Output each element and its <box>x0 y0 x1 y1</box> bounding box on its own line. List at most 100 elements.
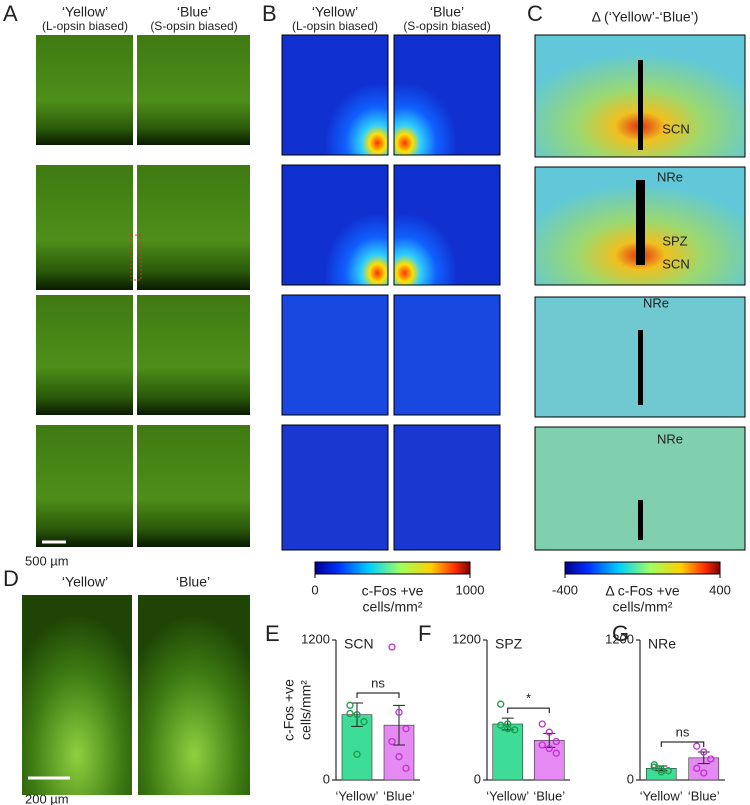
colorbar-label: cells/mm² <box>613 599 673 615</box>
region-label: NRe <box>657 169 683 184</box>
data-point <box>552 737 560 746</box>
ventricle <box>638 60 643 150</box>
panel-letter: B <box>262 1 277 26</box>
x-tick-label: ‘Blue’ <box>688 788 720 803</box>
data-point <box>497 721 505 729</box>
data-point <box>511 726 519 734</box>
y-axis-label: cells/mm² <box>298 680 314 740</box>
data-point <box>538 741 546 749</box>
micrograph <box>36 165 133 290</box>
x-tick-label: ‘Yellow’ <box>486 788 529 803</box>
y-tick-label: 0 <box>323 771 330 786</box>
region-label: SPZ <box>662 233 687 248</box>
panel-letter: D <box>3 566 19 591</box>
data-point <box>657 768 665 776</box>
x-tick-label: ‘Blue’ <box>533 788 565 803</box>
data-point <box>497 700 505 708</box>
data-point <box>538 720 546 728</box>
data-point <box>360 718 368 726</box>
y-tick-label: 1200 <box>301 631 330 646</box>
data-point <box>657 765 665 774</box>
data-point <box>552 749 560 757</box>
data-point <box>707 755 715 763</box>
column-title: ‘Blue’ <box>176 574 210 590</box>
y-tick-label: 0 <box>474 771 481 786</box>
micrograph <box>138 595 250 795</box>
ventricle <box>638 500 643 540</box>
column-title: ‘Blue’ <box>177 4 211 20</box>
chart-title: NRe <box>648 636 676 652</box>
panel-letter: F <box>418 621 431 646</box>
significance-label: * <box>526 691 531 706</box>
heatmap <box>281 164 389 286</box>
scale-label: 200 µm <box>25 791 69 805</box>
column-subtitle: (L-opsin biased) <box>292 19 378 33</box>
column-subtitle: (S-opsin biased) <box>150 19 237 33</box>
colorbar <box>314 561 471 575</box>
significance-bracket <box>356 692 400 698</box>
data-point <box>693 764 701 772</box>
column-subtitle: (L-opsin biased) <box>42 19 128 33</box>
micrograph <box>36 425 133 547</box>
heatmap <box>281 294 389 416</box>
ventricle <box>638 330 643 405</box>
colorbar-label: cells/mm² <box>363 599 423 615</box>
x-tick-label: ‘Yellow’ <box>336 788 379 803</box>
column-subtitle: (S-opsin biased) <box>403 19 490 33</box>
bar <box>492 723 524 781</box>
data-point <box>700 769 708 777</box>
panel-letter: E <box>265 621 280 646</box>
data-point <box>353 711 361 719</box>
data-point <box>650 761 658 769</box>
significance-bracket <box>660 741 705 747</box>
panel-title: Δ (‘Yellow’-‘Blue’) <box>592 9 699 25</box>
data-point <box>353 750 361 758</box>
panel-letter: G <box>612 621 629 646</box>
roi-box <box>130 234 142 281</box>
column-title: ‘Yellow’ <box>312 4 358 20</box>
region-label: SCN <box>662 256 689 271</box>
micrograph <box>36 295 133 415</box>
data-point <box>346 709 354 718</box>
micrograph <box>137 295 250 415</box>
significance-label: ns <box>676 724 690 739</box>
micrograph <box>36 35 133 145</box>
data-point <box>504 725 512 733</box>
region-label: NRe <box>657 431 683 446</box>
data-point <box>395 753 403 761</box>
y-tick-label: 1200 <box>605 631 634 646</box>
data-point <box>504 720 512 728</box>
colorbar-label: c-Fos +ve <box>362 583 424 599</box>
significance-label: ns <box>371 675 385 690</box>
error-bar <box>697 751 710 765</box>
heatmap <box>281 424 389 551</box>
panel-letter: C <box>527 1 543 26</box>
micrograph <box>137 165 250 290</box>
chart-title: SPZ <box>495 636 523 652</box>
ventricle <box>636 180 645 265</box>
region-label: NRe <box>643 295 669 310</box>
y-tick-label: 1200 <box>452 631 481 646</box>
data-point <box>664 767 672 775</box>
panel-letter: A <box>3 1 18 26</box>
region-label: SCN <box>662 121 689 136</box>
data-point <box>402 725 410 733</box>
error-bar <box>351 702 363 727</box>
data-point <box>388 643 396 651</box>
y-axis-label: c-Fos +ve <box>281 679 297 741</box>
data-point <box>700 748 708 756</box>
colorbar-tick-label: 400 <box>709 582 731 597</box>
data-point <box>650 763 658 771</box>
colorbar-tick-label: 0 <box>311 582 318 597</box>
significance-bracket <box>507 707 550 714</box>
micrograph <box>22 595 132 795</box>
data-point <box>395 708 403 716</box>
data-point <box>545 728 553 736</box>
column-title: ‘Yellow’ <box>62 4 108 20</box>
y-tick-label: 0 <box>627 771 634 786</box>
colorbar <box>564 561 721 575</box>
colorbar-tick-label: -400 <box>552 582 578 597</box>
data-point <box>388 737 396 746</box>
x-tick-label: ‘Yellow’ <box>640 788 683 803</box>
micrograph <box>137 35 250 145</box>
